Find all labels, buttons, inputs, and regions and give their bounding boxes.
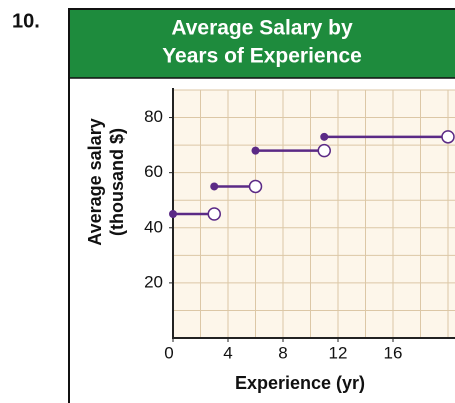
y-axis-title: Average salary [85,118,105,245]
open-dot [441,130,455,144]
y-tick-label: 60 [144,162,163,181]
open-dot [248,179,263,194]
header-band [68,8,455,78]
y-tick-label: 80 [144,107,163,126]
y-tick-label: 20 [144,272,163,291]
y-tick-label: 40 [144,217,163,236]
x-tick-label: 12 [329,343,348,362]
open-dot [317,143,331,158]
x-tick-label: 4 [223,343,232,362]
x-tick-label: 0 [164,343,173,362]
chart-title: Average Salary by [171,17,353,40]
x-axis-title: Experience (yr) [235,373,365,393]
closed-dot [210,182,219,191]
closed-dot [251,146,260,155]
y-axis-title: (thousand $) [107,128,127,236]
problem-number: 10. [12,10,40,32]
x-tick-label: 8 [278,343,287,362]
closed-dot [320,132,329,141]
closed-dot [169,210,177,218]
x-tick-label: 16 [384,343,403,362]
chart-title: Years of Experience [162,45,362,68]
open-dot [207,207,221,221]
